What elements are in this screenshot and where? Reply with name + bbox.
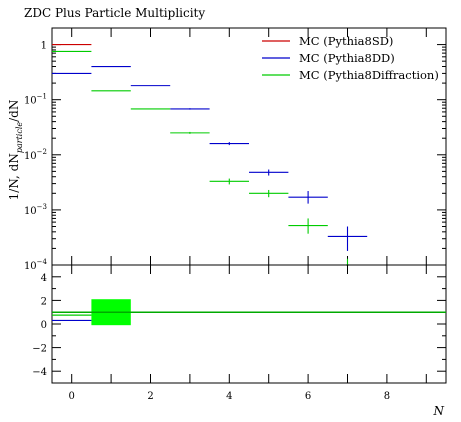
y-tick-label: 10−3 — [24, 203, 47, 217]
ratio-y-tick-label: 4 — [41, 273, 47, 284]
legend-entry: MC (Pythia8Diffraction) — [299, 68, 439, 82]
y-tick-label: 10−4 — [24, 258, 48, 272]
series-1 — [52, 65, 368, 251]
ratio-y-tick-label: −2 — [32, 344, 47, 355]
legend-entry: MC (Pythia8SD) — [299, 34, 393, 48]
ratio-plot-panel: 0 2 4 6 8 4 2 0 −2 −4 — [32, 264, 447, 402]
x-tick-label: 8 — [384, 391, 390, 402]
series-2 — [52, 50, 349, 266]
x-tick-label: 2 — [147, 391, 153, 402]
y-axis-label: 1/N, dNparticle/dN — [7, 100, 24, 201]
main-plot-panel: 1 10−1 10−2 10−3 10−4 — [24, 27, 447, 272]
x-axis-label: N — [433, 404, 445, 418]
legend: MC (Pythia8SD) MC (Pythia8DD) MC (Pythia8D… — [262, 34, 439, 82]
svg-text:1/N, dNparticle/dN: 1/N, dNparticle/dN — [7, 100, 24, 201]
x-tick-label: 4 — [226, 391, 232, 402]
y-tick-label: 10−1 — [24, 93, 47, 107]
x-tick-label: 0 — [69, 391, 75, 402]
chart-title: ZDC Plus Particle Multiplicity — [24, 6, 205, 20]
y-tick-label: 1 — [41, 41, 47, 52]
ratio-y-tick-label: 2 — [41, 296, 47, 307]
y-tick-label: 10−2 — [24, 148, 47, 162]
legend-entry: MC (Pythia8DD) — [299, 51, 395, 65]
x-tick-label: 6 — [305, 391, 311, 402]
ratio-y-tick-label: −4 — [32, 367, 47, 378]
ratio-y-tick-label: 0 — [41, 320, 47, 331]
